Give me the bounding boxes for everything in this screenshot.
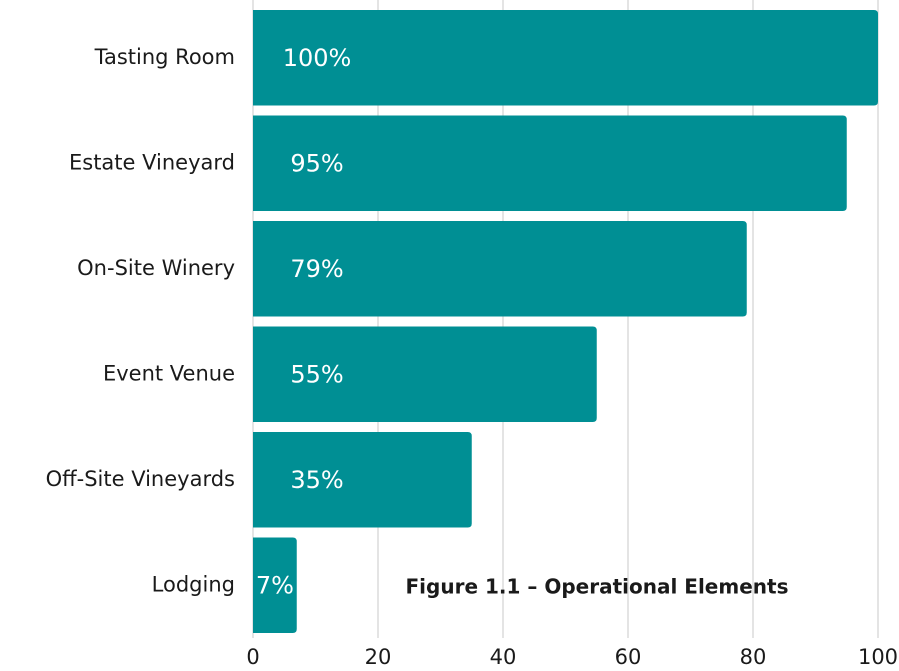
x-tick-label: 20 xyxy=(365,645,392,669)
x-tick-label: 40 xyxy=(490,645,517,669)
value-label: 35% xyxy=(290,466,343,494)
category-label: Estate Vineyard xyxy=(69,150,235,174)
value-label: 95% xyxy=(290,149,343,177)
value-label: 7% xyxy=(256,571,294,599)
bar xyxy=(253,221,747,317)
annotation: Figure 1.1 – Operational Elements xyxy=(406,575,789,599)
category-label: Lodging xyxy=(152,572,235,596)
bar xyxy=(253,432,472,528)
category-label: On-Site Winery xyxy=(77,256,235,280)
x-tick-label: 60 xyxy=(615,645,642,669)
category-label: Off-Site Vineyards xyxy=(46,467,235,491)
bar xyxy=(253,326,597,422)
category-label: Event Venue xyxy=(103,361,235,385)
x-tick-label: 0 xyxy=(246,645,259,669)
category-label: Tasting Room xyxy=(94,45,235,69)
bar xyxy=(253,537,297,633)
bar xyxy=(253,115,847,211)
x-tick-label: 100 xyxy=(858,645,898,669)
bar xyxy=(253,10,878,106)
value-label: 100% xyxy=(283,44,352,72)
value-label: 79% xyxy=(290,255,343,283)
value-label: 55% xyxy=(290,360,343,388)
x-tick-label: 80 xyxy=(740,645,767,669)
